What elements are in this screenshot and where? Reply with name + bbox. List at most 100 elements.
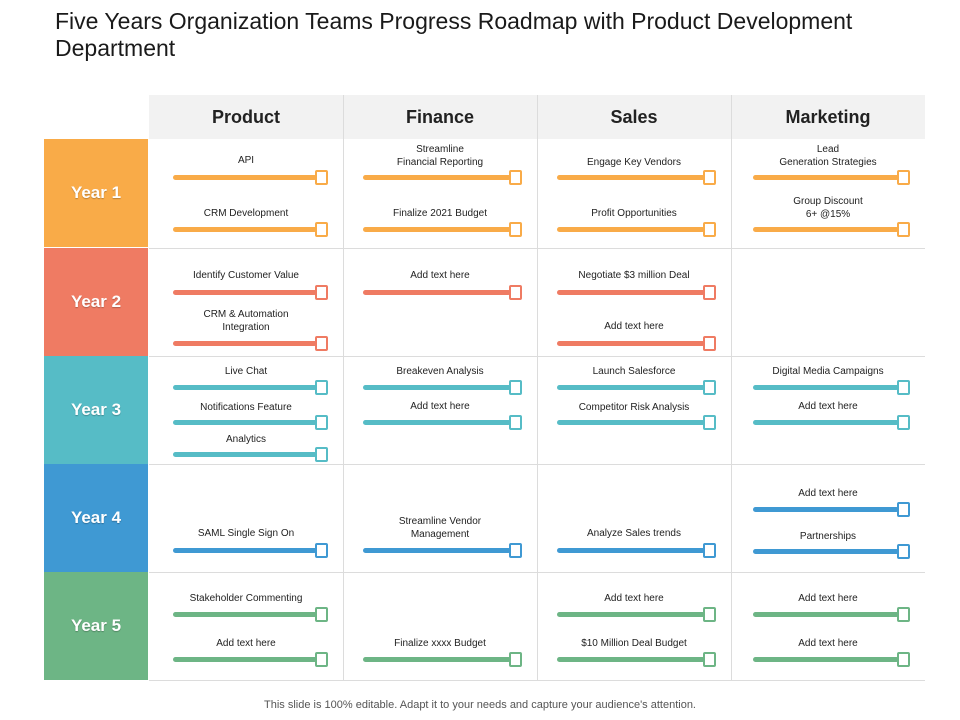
progress-handle[interactable] (897, 222, 910, 237)
progress-bar (173, 420, 317, 425)
roadmap-item-label: Add text here (798, 488, 858, 499)
progress-bar (753, 549, 899, 554)
progress-bar (173, 657, 317, 662)
progress-bar (363, 385, 511, 390)
progress-bar (363, 227, 511, 232)
progress-handle[interactable] (703, 607, 716, 622)
year-label-4: Year 4 (44, 464, 148, 572)
column-header-finance: Finance (343, 95, 537, 139)
roadmap-item-label: Analyze Sales trends (587, 528, 681, 539)
roadmap-item-label: Add text here (798, 401, 858, 412)
progress-bar (557, 385, 705, 390)
progress-bar (363, 548, 511, 553)
progress-bar (173, 341, 317, 346)
progress-handle[interactable] (897, 544, 910, 559)
roadmap-item-label: $10 Million Deal Budget (581, 638, 687, 649)
progress-bar (173, 290, 317, 295)
progress-bar (557, 341, 705, 346)
progress-bar (173, 452, 317, 457)
progress-handle[interactable] (897, 607, 910, 622)
roadmap-item-label: Finalize xxxx Budget (394, 638, 486, 649)
roadmap-item-label: Add text here (410, 270, 470, 281)
progress-handle[interactable] (509, 285, 522, 300)
roadmap-item-label: Live Chat (224, 366, 268, 377)
roadmap-item-label: Profit Opportunities (591, 208, 677, 219)
column-header-product: Product (149, 95, 343, 139)
roadmap-item-label: Engage Key Vendors (587, 157, 681, 168)
year-label-2: Year 2 (44, 248, 148, 356)
roadmap-item-label: Breakeven Analysis (396, 366, 484, 377)
progress-handle[interactable] (315, 336, 328, 351)
progress-bar (753, 385, 899, 390)
roadmap-item-label: Negotiate $3 million Deal (578, 270, 690, 281)
roadmap-item-label: Add text here (216, 638, 276, 649)
roadmap-item-label: Competitor Risk Analysis (578, 402, 690, 413)
progress-handle[interactable] (897, 652, 910, 667)
progress-handle[interactable] (703, 170, 716, 185)
progress-handle[interactable] (315, 447, 328, 462)
progress-handle[interactable] (509, 652, 522, 667)
progress-handle[interactable] (315, 170, 328, 185)
progress-bar (557, 612, 705, 617)
progress-handle[interactable] (897, 415, 910, 430)
roadmap-item-label: Finalize 2021 Budget (393, 208, 487, 219)
progress-handle[interactable] (509, 380, 522, 395)
row-divider (149, 356, 925, 357)
column-divider (731, 95, 732, 680)
progress-handle[interactable] (315, 380, 328, 395)
column-divider (537, 95, 538, 680)
progress-bar (753, 227, 899, 232)
progress-bar (557, 175, 705, 180)
roadmap-item-label: CRM Development (203, 208, 289, 219)
progress-handle[interactable] (897, 502, 910, 517)
progress-handle[interactable] (509, 222, 522, 237)
row-divider (149, 680, 925, 681)
roadmap-item-label: SAML Single Sign On (197, 528, 295, 539)
progress-handle[interactable] (703, 652, 716, 667)
roadmap-item-label: Streamline Vendor Management (398, 516, 482, 540)
roadmap-item-label: Add text here (604, 593, 664, 604)
progress-handle[interactable] (703, 222, 716, 237)
roadmap-item-label: CRM & Automation Integration (203, 309, 289, 333)
progress-bar (557, 420, 705, 425)
progress-handle[interactable] (703, 415, 716, 430)
progress-handle[interactable] (509, 170, 522, 185)
progress-handle[interactable] (703, 543, 716, 558)
year-label-5: Year 5 (44, 572, 148, 680)
progress-handle[interactable] (315, 222, 328, 237)
progress-handle[interactable] (509, 415, 522, 430)
progress-bar (173, 385, 317, 390)
progress-handle[interactable] (315, 652, 328, 667)
progress-handle[interactable] (509, 543, 522, 558)
progress-bar (753, 657, 899, 662)
progress-handle[interactable] (315, 607, 328, 622)
progress-handle[interactable] (897, 170, 910, 185)
roadmap-item-label: Group Discount 6+ @15% (793, 196, 863, 220)
roadmap-item-label: Identify Customer Value (193, 270, 299, 281)
progress-bar (363, 657, 511, 662)
roadmap-item-label: Partnerships (799, 531, 857, 542)
progress-bar (557, 657, 705, 662)
roadmap-item-label: Add text here (798, 638, 858, 649)
progress-bar (173, 175, 317, 180)
roadmap-item-label: Launch Salesforce (592, 366, 676, 377)
row-divider (149, 464, 925, 465)
progress-handle[interactable] (315, 415, 328, 430)
roadmap-item-label: Analytics (225, 434, 266, 445)
progress-bar (557, 227, 705, 232)
progress-handle[interactable] (703, 380, 716, 395)
row-divider (149, 248, 925, 249)
progress-handle[interactable] (703, 285, 716, 300)
roadmap-item-label: Lead Generation Strategies (779, 144, 877, 168)
progress-bar (753, 420, 899, 425)
roadmap-item-label: Digital Media Campaigns (772, 366, 884, 377)
progress-handle[interactable] (315, 543, 328, 558)
progress-handle[interactable] (315, 285, 328, 300)
row-divider (149, 572, 925, 573)
roadmap-item-label: Add text here (604, 321, 664, 332)
progress-handle[interactable] (897, 380, 910, 395)
progress-bar (753, 507, 899, 512)
roadmap-item-label: Stakeholder Commenting (189, 593, 303, 604)
progress-handle[interactable] (703, 336, 716, 351)
